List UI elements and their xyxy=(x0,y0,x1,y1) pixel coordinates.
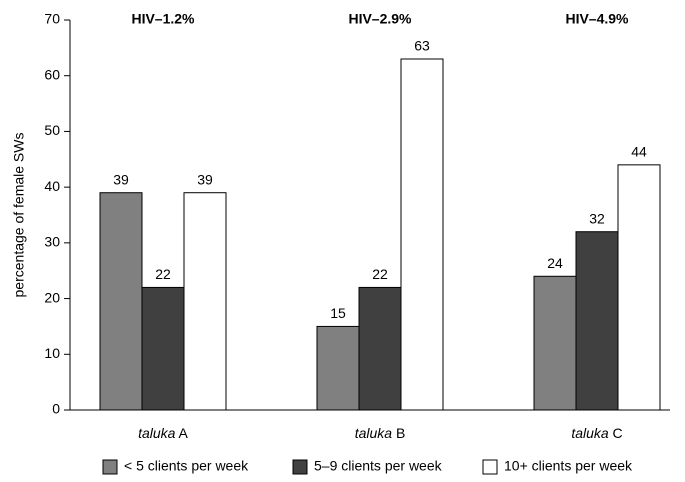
legend-label: 5–9 clients per week xyxy=(314,458,443,474)
value-label: 15 xyxy=(330,305,346,321)
bar xyxy=(358,286,402,411)
bar xyxy=(183,192,227,411)
annotation: HIV–4.9% xyxy=(565,11,629,27)
value-label: 39 xyxy=(197,171,213,187)
value-label: 22 xyxy=(155,266,171,282)
legend-swatch xyxy=(482,459,498,475)
bar xyxy=(400,58,444,411)
value-label: 22 xyxy=(372,266,388,282)
bar xyxy=(533,275,577,411)
legend-swatch xyxy=(292,459,308,475)
bar xyxy=(575,231,619,411)
y-tick-label: 0 xyxy=(52,401,60,417)
value-label: 24 xyxy=(547,255,563,271)
y-tick-label: 50 xyxy=(44,122,60,138)
legend-label: 10+ clients per week xyxy=(504,458,633,474)
value-label: 44 xyxy=(631,144,647,160)
bar xyxy=(141,286,185,411)
legend-label: < 5 clients per week xyxy=(124,458,249,474)
x-tick-label: taluka A xyxy=(138,425,188,441)
bar xyxy=(316,325,360,411)
y-tick-label: 40 xyxy=(44,178,60,194)
y-tick-label: 10 xyxy=(44,345,60,361)
x-tick-label: taluka B xyxy=(355,425,406,441)
y-tick-label: 20 xyxy=(44,289,60,305)
y-tick-label: 30 xyxy=(44,234,60,250)
y-tick-label: 70 xyxy=(44,11,60,27)
y-tick-label: 60 xyxy=(44,66,60,82)
bar xyxy=(617,164,661,411)
annotation: HIV–1.2% xyxy=(131,11,195,27)
x-tick-label: taluka C xyxy=(571,425,622,441)
value-label: 63 xyxy=(414,38,430,54)
annotation: HIV–2.9% xyxy=(348,11,412,27)
value-label: 32 xyxy=(589,210,605,226)
legend-swatch xyxy=(102,459,118,475)
value-label: 39 xyxy=(113,171,129,187)
y-axis-label: percentage of female SWs xyxy=(11,133,27,298)
bar xyxy=(99,192,143,411)
